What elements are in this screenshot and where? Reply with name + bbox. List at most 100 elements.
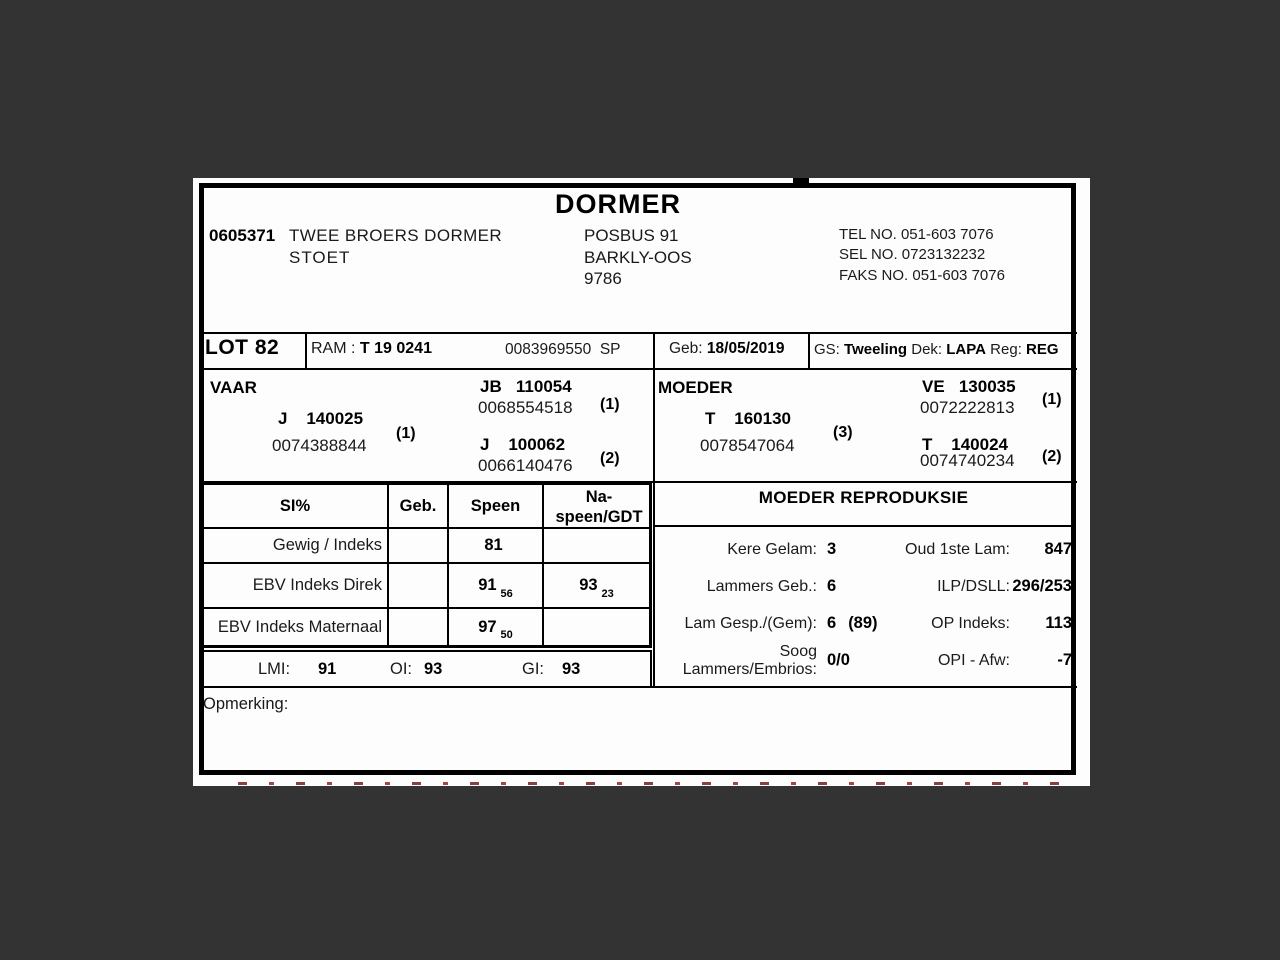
index-table: SI% Geb. Speen Na- speen/GDT Gewig / Ind… bbox=[200, 482, 652, 648]
granddam2-id: T 140024 bbox=[922, 435, 1009, 454]
phone-tel: TEL NO. 051-603 7076 bbox=[839, 226, 994, 243]
index-row-speen: 81 bbox=[449, 529, 544, 564]
granddam2-note: (2) bbox=[1042, 448, 1062, 465]
reproduction-row: Lammers Geb.: 6 ILP/DSLL: 296/253 bbox=[653, 568, 1074, 605]
ram-identity: RAM : T 19 0241 bbox=[311, 340, 432, 358]
stat-value: -7 bbox=[1057, 651, 1072, 669]
phone-sel: SEL NO. 0723132232 bbox=[839, 246, 986, 263]
index-row-geb bbox=[389, 609, 449, 645]
ram-registration-number: 0083969550 SP bbox=[505, 341, 621, 358]
dam-id: T 160130 bbox=[705, 409, 792, 428]
divider-remarks-top bbox=[200, 686, 1077, 688]
granddam1-id: VE 130035 bbox=[922, 377, 1016, 396]
address-line1: POSBUS 91 bbox=[584, 226, 679, 245]
index-row-geb bbox=[389, 564, 449, 609]
gs-label: GS: bbox=[814, 341, 840, 358]
index-row-label: EBV Indeks Direk bbox=[203, 564, 389, 609]
reproduction-row: Lam Gesp./(Gem): 6 (89) OP Indeks: 113 bbox=[653, 605, 1074, 642]
index-row-naspeen: 93 23 bbox=[544, 564, 649, 609]
index-table-header-naspeen: Na- speen/GDT bbox=[544, 485, 649, 529]
page-title: DORMER bbox=[555, 189, 681, 219]
reproduction-stats: Kere Gelam: 3 Oud 1ste Lam: 847 Lammers … bbox=[653, 531, 1074, 679]
stat-value: 113 bbox=[1045, 614, 1072, 632]
stat-value: 847 bbox=[1044, 540, 1072, 558]
index-table-header-speen: Speen bbox=[449, 485, 544, 529]
grandsire2-note: (2) bbox=[600, 450, 620, 467]
stat-value: 296/253 bbox=[1012, 577, 1072, 595]
grandsire1-note: (1) bbox=[600, 396, 620, 413]
stat-value: 6 (89) bbox=[827, 614, 878, 632]
gi-value: 93 bbox=[562, 660, 581, 678]
stat-value: 0/0 bbox=[827, 651, 850, 669]
divider-right-edge bbox=[1073, 332, 1075, 688]
sire-reg: 0074388844 bbox=[272, 436, 367, 455]
index-table-header-si: SI% bbox=[203, 485, 389, 529]
granddam1-reg: 0072222813 bbox=[920, 398, 1015, 417]
sire-id: J 140025 bbox=[278, 409, 364, 428]
oi-label: OI: bbox=[390, 660, 413, 678]
sire-note: (1) bbox=[396, 425, 416, 442]
divider-lot-top bbox=[200, 332, 1077, 334]
stat-label: Lam Gesp./(Gem): bbox=[684, 614, 817, 632]
grandsire1-reg: 0068554518 bbox=[478, 398, 573, 417]
divider-center bbox=[653, 332, 655, 688]
ram-label: RAM : bbox=[311, 340, 356, 357]
grandsire2-id: J 100062 bbox=[480, 435, 566, 454]
divider-lot-bottom bbox=[200, 368, 1077, 370]
address-line3: 9786 bbox=[584, 269, 622, 288]
sire-section-heading: VAAR bbox=[210, 378, 257, 397]
stat-label: ILP/DSLL: bbox=[937, 577, 1010, 595]
phone-faks: FAKS NO. 051-603 7076 bbox=[839, 267, 1005, 284]
grandsire1-id: JB 110054 bbox=[480, 377, 572, 396]
stat-label: OP Indeks: bbox=[931, 614, 1010, 632]
stud-name-line2: STOET bbox=[289, 248, 351, 267]
stud-name-line1: TWEE BROERS DORMER bbox=[289, 226, 503, 245]
address-line2: BARKLY-OOS bbox=[584, 248, 692, 267]
stat-value: 3 bbox=[827, 540, 837, 558]
lmi-label: LMI: bbox=[258, 660, 291, 678]
dam-note: (3) bbox=[833, 424, 853, 441]
dek-value: LAPA bbox=[946, 341, 986, 358]
birth-date: Geb: 18/05/2019 bbox=[669, 340, 785, 358]
stat-label: OPI - Afw: bbox=[937, 651, 1010, 669]
remarks-label: Opmerking: bbox=[203, 695, 289, 713]
index-row-naspeen bbox=[544, 529, 649, 564]
birth-date-label: Geb: bbox=[669, 340, 703, 357]
index-row-label: Gewig / Indeks bbox=[203, 529, 389, 564]
divider-repro-heading bbox=[655, 525, 1073, 527]
divider-lot-ram bbox=[305, 332, 307, 370]
reg-label: Reg: bbox=[990, 341, 1022, 358]
lot-number: LOT 82 bbox=[205, 336, 280, 359]
reproduction-row: Soog Lammers/Embrios: 0/0 OPI - Afw: -7 bbox=[653, 642, 1074, 679]
reg-value: REG bbox=[1026, 341, 1059, 358]
breeder-number: 0605371 bbox=[209, 226, 276, 245]
stat-label: Oud 1ste Lam: bbox=[905, 540, 1010, 558]
gs-value: Tweeling bbox=[844, 341, 908, 358]
stat-label: Lammers Geb.: bbox=[706, 577, 817, 595]
cut-off-footer-text-artifact bbox=[238, 782, 1068, 785]
reproduction-heading: MOEDER REPRODUKSIE bbox=[758, 488, 969, 507]
divider-geb-gs bbox=[808, 332, 810, 370]
reproduction-row: Kere Gelam: 3 Oud 1ste Lam: 847 bbox=[653, 531, 1074, 568]
stat-value: 6 bbox=[827, 577, 837, 595]
index-row-geb bbox=[389, 529, 449, 564]
stat-label: Soog Lammers/Embrios: bbox=[682, 642, 817, 678]
birth-date-value: 18/05/2019 bbox=[706, 340, 785, 357]
stat-label: Kere Gelam: bbox=[727, 540, 817, 558]
index-table-header-geb: Geb. bbox=[389, 485, 449, 529]
index-row-label: EBV Indeks Maternaal bbox=[203, 609, 389, 645]
index-row-speen: 97 50 bbox=[449, 609, 544, 645]
granddam2-reg: 0074740234 bbox=[920, 451, 1015, 470]
status-fields: GS: Tweeling Dek: LAPA Reg: REG bbox=[814, 341, 1059, 358]
scan-artifact-tick bbox=[793, 178, 809, 183]
dam-reg: 0078547064 bbox=[700, 436, 795, 455]
ram-id: T 19 0241 bbox=[359, 340, 432, 357]
granddam1-note: (1) bbox=[1042, 391, 1062, 408]
document-card: DORMER 0605371 TWEE BROERS DORMER STOET … bbox=[193, 178, 1090, 786]
indices-row: LMI: 91 OI: 93 GI: 93 bbox=[200, 650, 652, 686]
lmi-value: 91 bbox=[318, 660, 337, 678]
index-row-naspeen bbox=[544, 609, 649, 645]
oi-value: 93 bbox=[424, 660, 443, 678]
dek-label: Dek: bbox=[911, 341, 943, 358]
